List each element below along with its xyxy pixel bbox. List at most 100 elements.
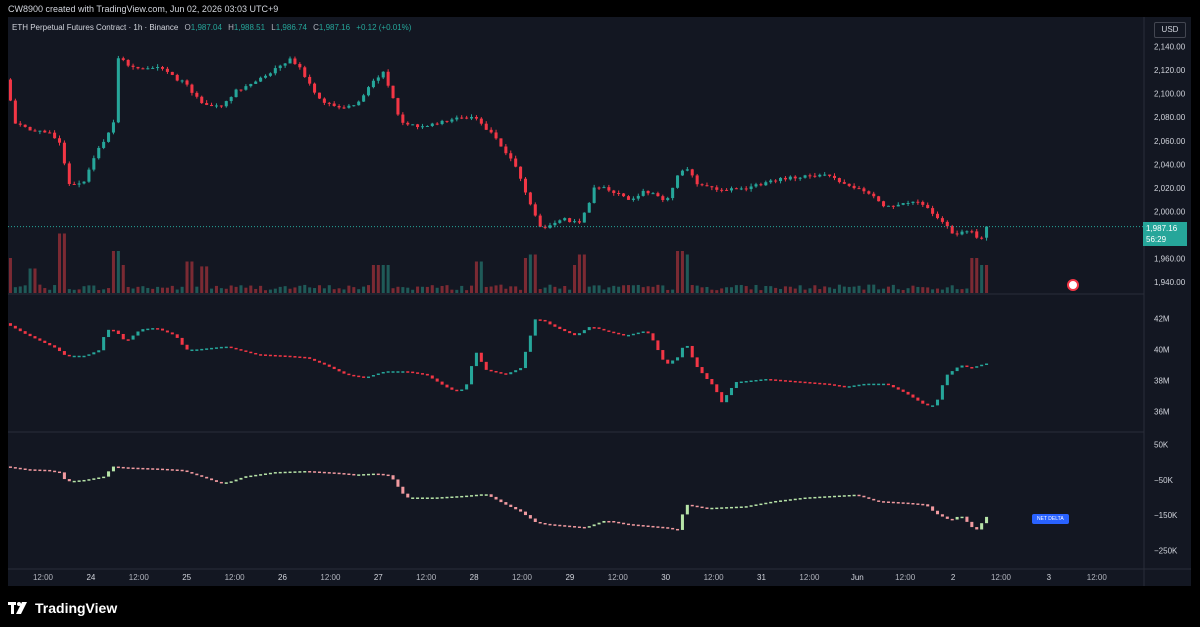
indicator-2-candle (886, 383, 890, 386)
time-axis-tick: 12:00 (129, 573, 150, 582)
indicator-2-candle (911, 394, 915, 398)
indicator-2-axis-tick: 38M (1154, 377, 1170, 386)
indicator-2-candle (474, 352, 478, 367)
price-candle (224, 101, 228, 107)
price-candle (190, 84, 194, 93)
price-candle (617, 193, 621, 195)
price-candle (558, 220, 562, 223)
chart-svg[interactable]: 2,140.00 2,120.00 2,100.00 2,080.00 2,060.00… (8, 17, 1191, 586)
volume-bar (783, 286, 787, 293)
indicator-2-candle (386, 371, 390, 373)
price-candle (313, 83, 317, 93)
price-axis-tick: 1,960.00 (1154, 255, 1186, 264)
indicator-2-candle (626, 334, 631, 337)
volume-bar (533, 254, 537, 293)
volume-bar (980, 265, 984, 293)
volume-bar (425, 286, 429, 293)
indicator-2-candle (685, 345, 689, 348)
price-candle (165, 68, 169, 72)
price-candle (626, 196, 631, 200)
volume-bar (342, 289, 346, 293)
indicator-2-candle (23, 331, 27, 334)
price-candle (499, 138, 503, 147)
time-axis-tick: 12:00 (799, 573, 820, 582)
indicator-3-candle (803, 497, 807, 500)
indicator-3-candle (435, 497, 439, 499)
indicator-3-candle (430, 497, 434, 499)
time-axis-tick: 30 (661, 573, 670, 582)
volume-bar (219, 288, 223, 293)
price-candle (553, 222, 557, 226)
price-candle (818, 174, 822, 177)
price-candle (214, 105, 218, 107)
price-candle (175, 74, 179, 81)
indicator-3-candle (263, 473, 268, 475)
volume-bar (553, 286, 557, 293)
volume-bar (582, 254, 586, 293)
volume-bar (622, 285, 626, 293)
indicator-3-candle (656, 526, 660, 528)
price-candle (244, 86, 248, 90)
volume-bar (450, 289, 454, 293)
indicator-2-candle (48, 342, 52, 346)
volume-bar (646, 286, 650, 293)
volume-bar (519, 289, 523, 293)
indicator-3-candle (381, 473, 385, 476)
indicator-2-candle (523, 351, 527, 369)
indicator-3-candle (553, 524, 557, 526)
price-candle (210, 104, 214, 107)
price-candle (759, 184, 763, 186)
price-candle (568, 218, 572, 223)
indicator-2-candle (254, 352, 258, 355)
change-value: +0.12 (+0.01%) (356, 23, 412, 32)
indicator-2-candle (288, 355, 292, 358)
price-axis-tick: 2,140.00 (1154, 43, 1186, 52)
indicator-3-candle (23, 468, 27, 470)
price-candle (832, 175, 837, 179)
symbol-legend: ETH Perpetual Futures Contract · 1h · Bi… (12, 23, 411, 32)
indicator-3-candle (867, 497, 871, 499)
indicator-2-candle (332, 366, 336, 370)
price-candle (823, 174, 827, 176)
indicator-3-candle (195, 473, 199, 476)
price-candle (661, 196, 665, 201)
price-candle (945, 221, 949, 227)
indicator-3-candle (450, 496, 454, 499)
indicator-3-candle (685, 504, 689, 515)
volume-bar (205, 266, 209, 293)
price-candle (465, 117, 469, 119)
indicator-2-candle (641, 331, 645, 333)
currency-button[interactable]: USD (1154, 22, 1186, 38)
indicator-3-candle (896, 502, 900, 504)
indicator-3-candle (362, 474, 366, 476)
indicator-3-candle (38, 469, 42, 472)
price-candle (656, 193, 660, 197)
volume-bar (504, 288, 508, 293)
indicator-3-candle (170, 469, 174, 471)
volume-bar (254, 288, 258, 293)
indicator-3-candle (303, 471, 307, 473)
indicator-2-candle (249, 351, 253, 354)
price-candle (293, 58, 297, 64)
price-candle (239, 89, 243, 91)
volume-bar (13, 287, 17, 293)
volume-bar (911, 285, 915, 293)
price-candle (53, 132, 57, 139)
chart-area[interactable]: 2,140.00 2,120.00 2,100.00 2,080.00 2,060.00… (8, 17, 1191, 586)
indicator-2-candle (28, 333, 32, 337)
indicator-2-candle (940, 385, 944, 400)
indicator-2-candle (273, 354, 277, 357)
volume-bar (872, 284, 876, 293)
indicator-2-candle (53, 345, 57, 348)
indicator-3-candle (460, 495, 464, 498)
us-flag-icon[interactable] (1067, 279, 1079, 291)
volume-bar (906, 288, 910, 293)
price-candle (680, 170, 684, 176)
indicator-3-candle (180, 469, 184, 472)
price-candle (519, 166, 523, 179)
indicator-2-candle (420, 373, 424, 375)
indicator-3-candle (548, 523, 552, 526)
price-candle (249, 83, 253, 87)
indicator-3-candle (494, 496, 498, 500)
price-candle (729, 188, 734, 191)
